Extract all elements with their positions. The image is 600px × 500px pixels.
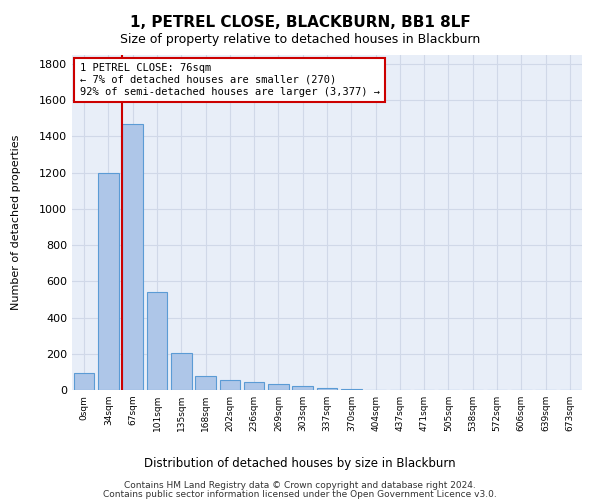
Bar [341, 389, 362, 390]
Bar [74, 373, 94, 390]
Bar [244, 382, 265, 390]
Bar [146, 292, 167, 390]
Bar [268, 384, 289, 390]
Bar [292, 386, 313, 390]
Text: Contains public sector information licensed under the Open Government Licence v3: Contains public sector information licen… [103, 490, 497, 499]
Y-axis label: Number of detached properties: Number of detached properties [11, 135, 21, 310]
Bar [122, 124, 143, 390]
Text: 1 PETREL CLOSE: 76sqm
← 7% of detached houses are smaller (270)
92% of semi-deta: 1 PETREL CLOSE: 76sqm ← 7% of detached h… [80, 64, 380, 96]
Bar [220, 380, 240, 390]
Bar [171, 353, 191, 390]
Text: Distribution of detached houses by size in Blackburn: Distribution of detached houses by size … [144, 458, 456, 470]
Bar [98, 172, 119, 390]
Text: Size of property relative to detached houses in Blackburn: Size of property relative to detached ho… [120, 32, 480, 46]
Text: Contains HM Land Registry data © Crown copyright and database right 2024.: Contains HM Land Registry data © Crown c… [124, 481, 476, 490]
Bar [317, 388, 337, 390]
Bar [195, 376, 216, 390]
Text: 1, PETREL CLOSE, BLACKBURN, BB1 8LF: 1, PETREL CLOSE, BLACKBURN, BB1 8LF [130, 15, 470, 30]
